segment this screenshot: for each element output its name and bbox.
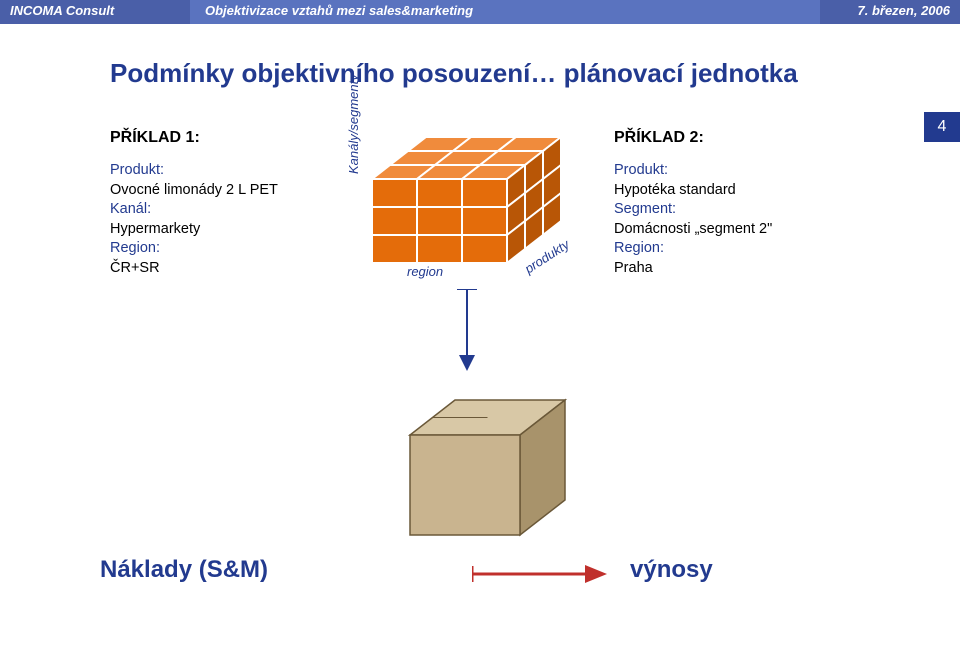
- cube-diagram: Kanály/segmenty region produkty: [352, 129, 604, 299]
- example-1-body: Produkt:Ovocné limonády 2 L PETKanál:Hyp…: [110, 161, 352, 278]
- slide-title: Podmínky objektivního posouzení… plánova…: [110, 58, 960, 89]
- example-2: PŘÍKLAD 2: Produkt:Hypotéka standardSegm…: [614, 129, 914, 299]
- example-2-label: PŘÍKLAD 2:: [614, 129, 914, 147]
- red-arrow: [472, 562, 612, 586]
- example-1: PŘÍKLAD 1: Produkt:Ovocné limonády 2 L P…: [110, 129, 352, 299]
- brown-cube-svg: [380, 380, 600, 570]
- main-columns: PŘÍKLAD 1: Produkt:Ovocné limonády 2 L P…: [0, 129, 960, 299]
- header-left: INCOMA Consult: [0, 0, 190, 24]
- brown-cube: [380, 380, 600, 575]
- footer-left: Náklady (S&M): [100, 556, 360, 584]
- axis-x-label: region: [407, 264, 443, 279]
- axis-y-label: Kanály/segmenty: [346, 74, 361, 174]
- header-mid: Objektivizace vztahů mezi sales&marketin…: [190, 0, 820, 24]
- footer-right: výnosy: [630, 556, 713, 584]
- footer-row: Náklady (S&M) výnosy: [100, 556, 860, 584]
- example-2-body: Produkt:Hypotéka standardSegment:Domácno…: [614, 161, 914, 278]
- example-1-label: PŘÍKLAD 1:: [110, 129, 352, 147]
- orange-cube-svg: [352, 129, 604, 294]
- header-right: 7. březen, 2006: [820, 0, 960, 24]
- down-arrow: [447, 289, 487, 379]
- header-bar: INCOMA Consult Objektivizace vztahů mezi…: [0, 0, 960, 24]
